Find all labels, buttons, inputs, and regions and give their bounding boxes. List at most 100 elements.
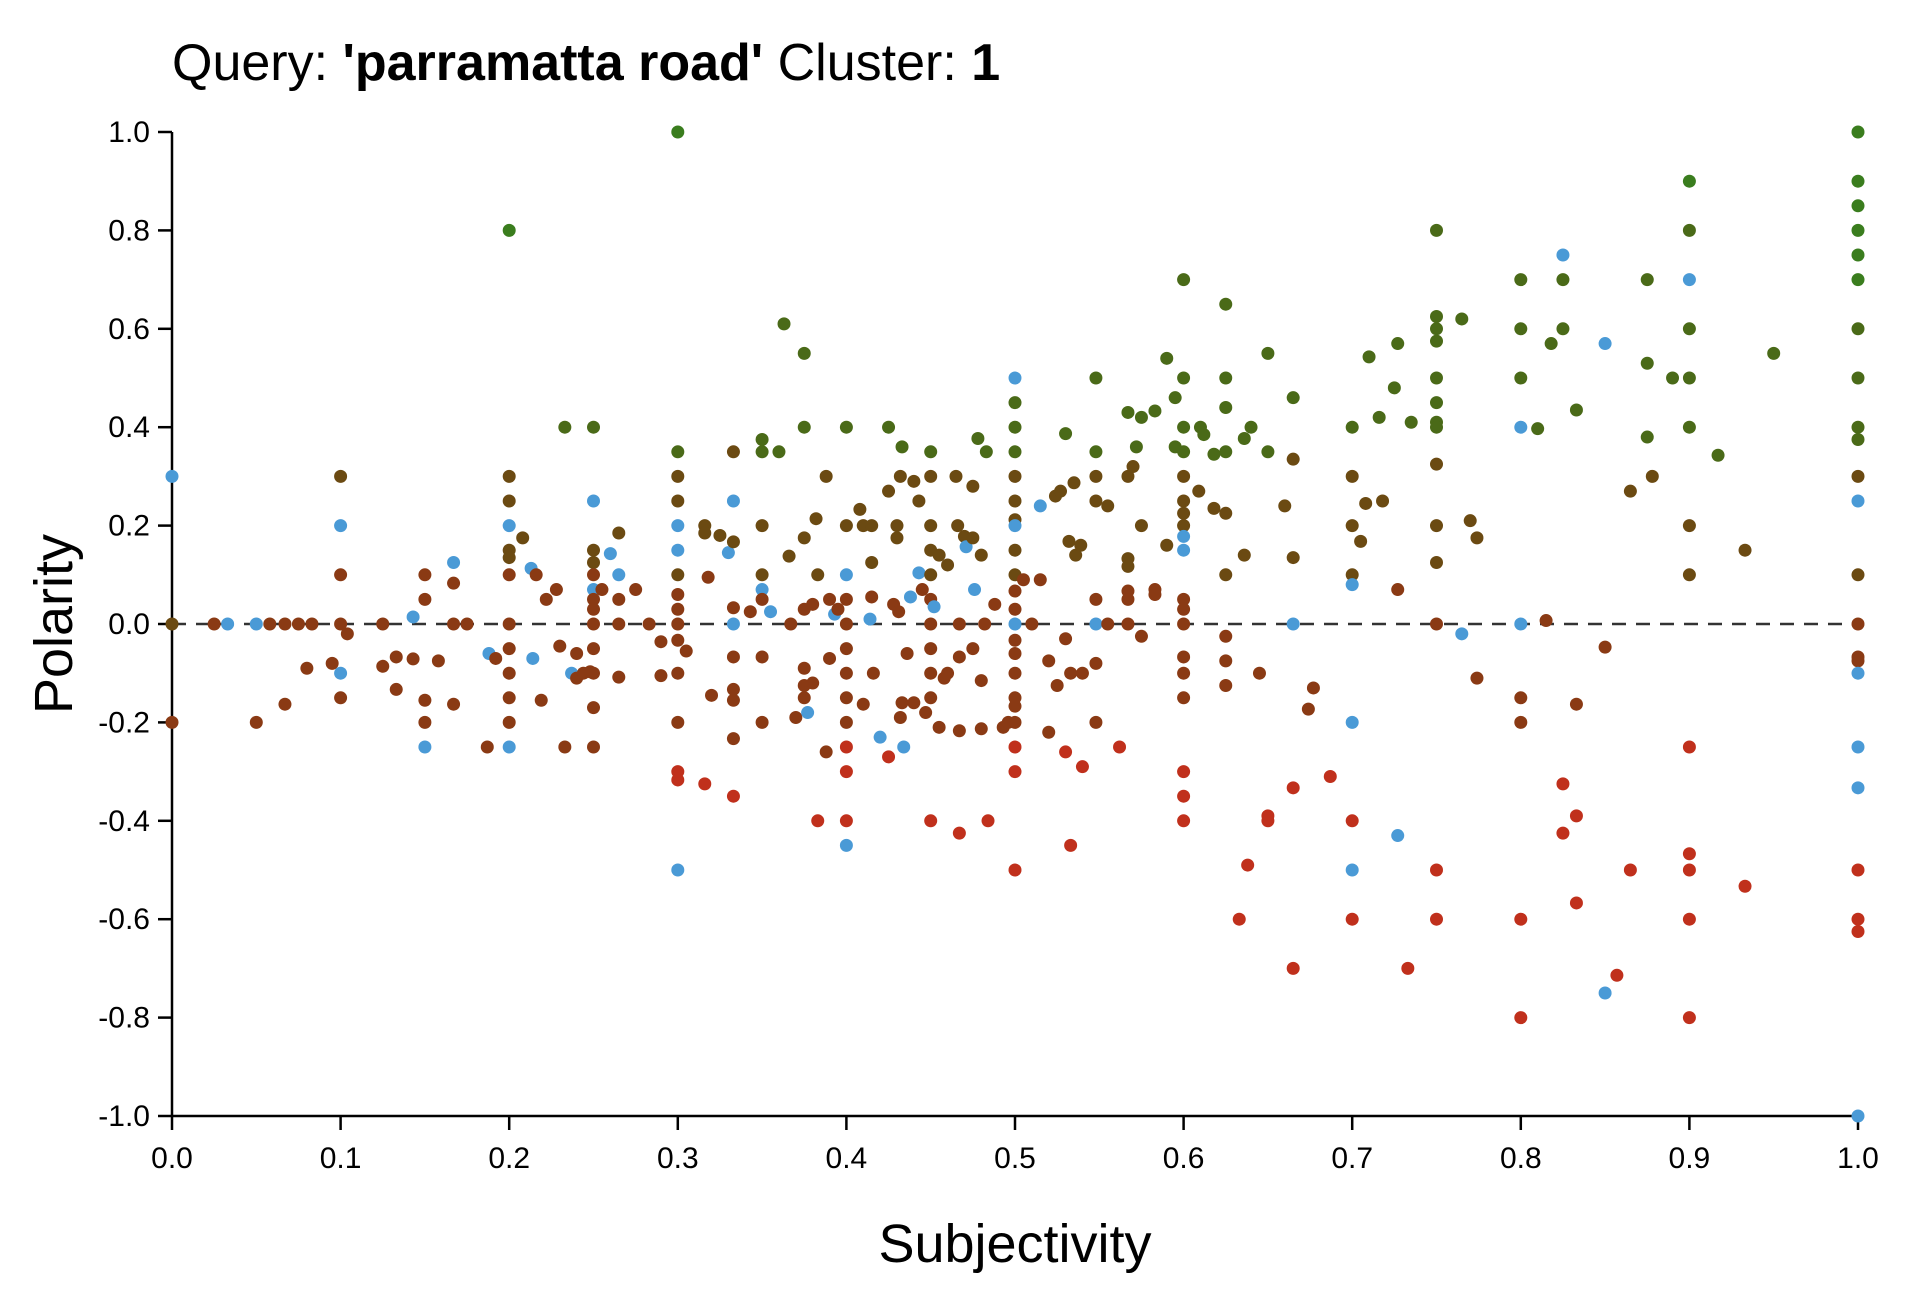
data-point — [1064, 838, 1078, 852]
data-point — [671, 666, 685, 680]
data-point — [1069, 548, 1083, 562]
data-point — [941, 558, 955, 572]
data-point — [502, 223, 516, 237]
data-point — [1430, 617, 1443, 631]
x-axis: 0.0 0.1 0.2 0.3 0.4 0.5 0.6 0.7 0.8 0.9 1.0 — [151, 1114, 1879, 1175]
data-point — [612, 592, 626, 606]
data-point — [165, 469, 179, 483]
data-point — [1064, 666, 1078, 680]
data-point — [1089, 715, 1103, 729]
data-point — [1008, 765, 1022, 779]
y-tick-label: -0.8 — [98, 1002, 150, 1035]
data-point — [952, 650, 966, 664]
y-tick-label: 0.2 — [108, 510, 150, 543]
data-point — [726, 601, 740, 615]
data-point — [974, 674, 988, 688]
x-tick-label: 0.9 — [1669, 1142, 1711, 1175]
data-point — [743, 605, 757, 619]
data-point — [1177, 519, 1191, 533]
data-point — [1177, 529, 1191, 543]
data-point — [959, 540, 973, 554]
data-point — [755, 715, 769, 729]
data-point — [1067, 476, 1081, 490]
data-point — [1219, 371, 1233, 385]
data-point — [1851, 617, 1865, 631]
data-point — [1252, 666, 1266, 680]
data-point — [1682, 568, 1696, 582]
data-point — [587, 740, 600, 754]
data-point — [1177, 592, 1191, 606]
data-point — [1391, 829, 1405, 843]
data-point — [988, 597, 1002, 611]
data-point — [974, 722, 988, 736]
data-point — [1177, 789, 1191, 803]
data-point — [1470, 531, 1484, 545]
data-point — [671, 125, 685, 139]
x-tick-label: 0.1 — [320, 1142, 362, 1175]
data-point — [1470, 671, 1484, 685]
data-point — [587, 420, 600, 434]
data-point — [839, 740, 853, 754]
data-point — [839, 617, 853, 631]
data-point — [698, 526, 712, 540]
data-point — [502, 642, 516, 656]
data-point — [558, 740, 572, 754]
data-point — [1430, 322, 1443, 336]
data-point — [1682, 223, 1696, 237]
data-point — [1286, 551, 1300, 565]
data-point — [978, 617, 992, 631]
data-point — [1362, 350, 1376, 364]
data-point — [1345, 420, 1359, 434]
data-point — [1207, 501, 1221, 515]
data-point — [526, 651, 540, 665]
data-point — [1101, 499, 1115, 513]
data-point — [924, 617, 938, 631]
data-point — [797, 661, 811, 675]
data-point — [418, 592, 432, 606]
data-point — [1682, 519, 1696, 533]
data-point — [1075, 760, 1089, 774]
data-point — [1219, 568, 1233, 582]
x-tick-label: 0.2 — [488, 1142, 530, 1175]
data-point — [1623, 484, 1637, 498]
data-point — [811, 568, 825, 582]
y-tick-label: 1.0 — [108, 116, 150, 149]
data-point — [340, 627, 354, 641]
data-point — [334, 519, 348, 533]
data-point — [654, 669, 668, 683]
data-point — [1177, 469, 1191, 483]
data-point — [777, 317, 791, 331]
data-point — [305, 617, 319, 631]
data-point — [1008, 666, 1022, 680]
data-point — [726, 617, 740, 631]
data-point — [1682, 847, 1696, 861]
data-point — [671, 863, 685, 877]
data-point — [502, 740, 516, 754]
data-point — [924, 814, 938, 828]
data-point — [447, 617, 461, 631]
data-point — [671, 568, 685, 582]
x-tick-label: 0.4 — [826, 1142, 868, 1175]
data-point — [873, 730, 887, 744]
data-point — [291, 617, 305, 631]
data-point — [1851, 420, 1865, 434]
data-point — [839, 592, 853, 606]
data-point — [1089, 656, 1103, 670]
data-point — [839, 568, 853, 582]
data-point — [1345, 814, 1359, 828]
data-point — [890, 519, 904, 533]
data-point — [1261, 445, 1275, 459]
data-point — [801, 706, 815, 720]
data-point — [502, 568, 516, 582]
data-point — [701, 570, 715, 584]
data-point — [1640, 273, 1654, 287]
data-point — [389, 650, 403, 664]
data-point — [839, 519, 853, 533]
data-point — [165, 715, 179, 729]
data-point — [1514, 273, 1528, 287]
data-point — [797, 346, 811, 360]
data-point — [1232, 912, 1246, 926]
data-point — [1219, 679, 1233, 692]
data-point — [819, 745, 833, 759]
data-point — [502, 666, 516, 680]
